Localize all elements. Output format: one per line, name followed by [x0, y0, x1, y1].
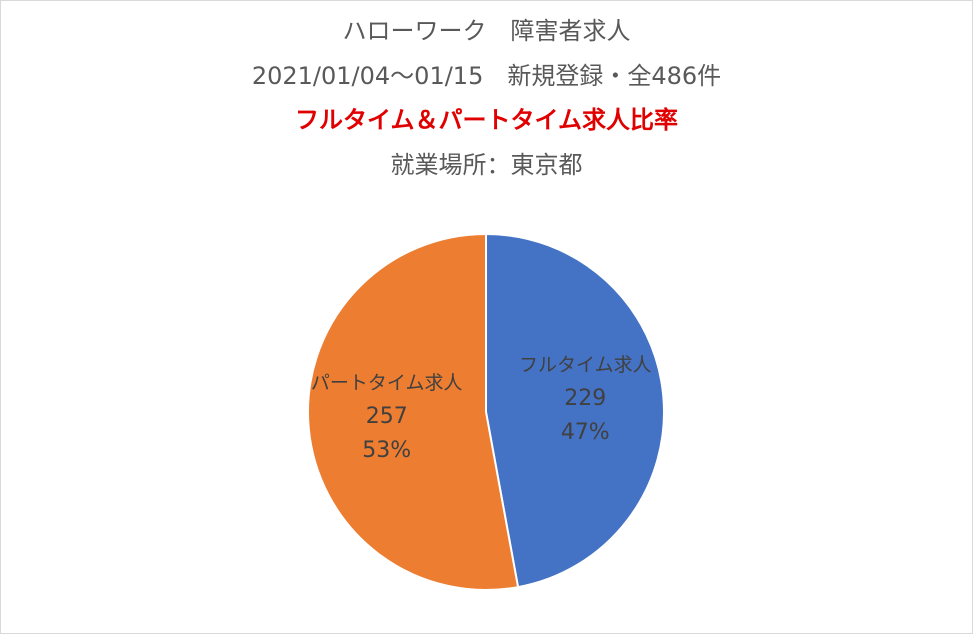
data-label-value: 257 [366, 404, 408, 429]
chart-title-line-1: ハローワーク 障害者求人 [342, 17, 631, 45]
pie-slice-fulltime [485, 232, 665, 589]
chart-title-highlight: フルタイム＆パートタイム求人比率 [294, 106, 679, 134]
data-label-percent: 53% [362, 438, 411, 463]
data-label-value: 229 [564, 386, 606, 411]
data-label-percent: 47% [561, 420, 610, 445]
chart-title-location: 就業場所：東京都 [390, 151, 583, 179]
data-label-name: フルタイム求人 [519, 354, 652, 376]
chart-title-line-2: 2021/01/04～01/15 新規登録・全486件 [251, 62, 722, 90]
pie-slice-parttime [307, 232, 520, 591]
data-label-name: パートタイム求人 [311, 372, 463, 394]
